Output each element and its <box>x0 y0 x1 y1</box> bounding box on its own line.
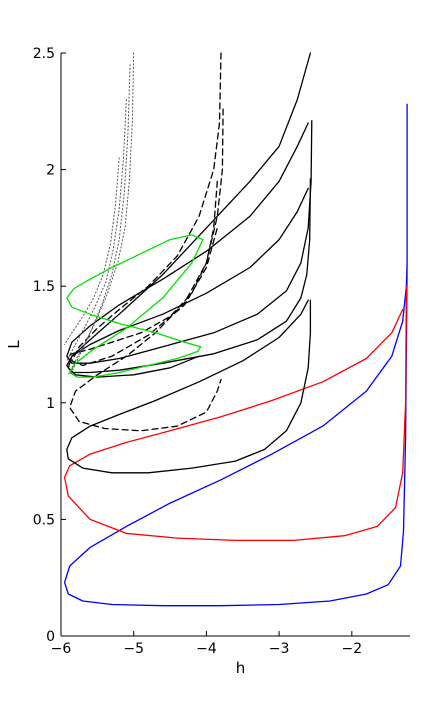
x-tick-label-3: −4 <box>196 641 217 657</box>
x-tick-label-1: −6 <box>51 641 72 657</box>
series-line-13 <box>64 157 120 345</box>
y-axis-label: L <box>5 340 23 349</box>
x-tick-label-5: −2 <box>342 641 363 657</box>
series-group <box>63 52 408 607</box>
x-tick-label-2: −5 <box>123 641 144 657</box>
series-line-14 <box>66 234 204 378</box>
series-line-5 <box>66 119 313 364</box>
axes-group: −6 −5 −4 −3 −2 0 0.5 1 1.5 2 2.5 <box>33 46 410 657</box>
series-line-12 <box>66 99 127 362</box>
y-tick-label-3: 1 <box>46 396 55 412</box>
series-line-1 <box>63 103 408 607</box>
y-tick-label-6: 2.5 <box>33 46 55 62</box>
y-tick-label-1: 0 <box>46 629 55 645</box>
y-tick-label-4: 1.5 <box>33 279 55 295</box>
plot-area <box>61 53 410 636</box>
plot-background <box>61 53 410 636</box>
series-line-10 <box>67 52 135 376</box>
series-line-2 <box>63 285 408 542</box>
y-tick-label-5: 2 <box>46 163 55 179</box>
series-line-6 <box>67 52 312 378</box>
series-line-3 <box>66 299 312 474</box>
x-axis-label: h <box>236 659 246 677</box>
x-tick-label-4: −3 <box>269 641 290 657</box>
y-tick-label-2: 0.5 <box>33 512 55 528</box>
